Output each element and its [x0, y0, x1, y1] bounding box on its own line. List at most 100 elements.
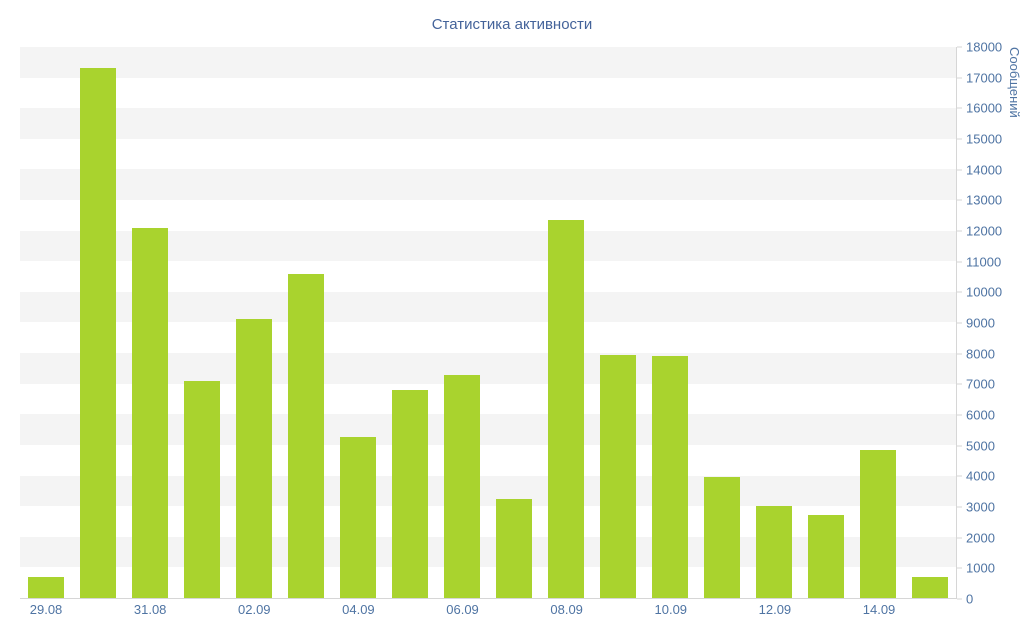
- bar-11[interactable]: [600, 354, 636, 598]
- bar-column-5: [280, 47, 332, 598]
- bar-7[interactable]: [392, 389, 428, 598]
- bar-series: [20, 47, 956, 598]
- x-tick-label: [697, 602, 749, 617]
- y-tick-label: 16000: [966, 100, 1003, 116]
- bar-14[interactable]: [756, 506, 792, 598]
- y-tick-label: 13000: [966, 192, 1003, 208]
- y-tick-mark: [957, 138, 962, 140]
- bar-column-9: [488, 47, 540, 598]
- bar-column-0: [20, 47, 72, 598]
- y-tick-mark: [957, 567, 962, 569]
- x-axis: 29.08 31.08 02.09 04.09 06.09 08.09 10.09 12.09…: [20, 602, 957, 617]
- y-axis: 0 1000 2000 3000 4000 5000 6000 7000 8000 9000 100…: [957, 40, 1012, 607]
- y-tick-label: 14000: [966, 162, 1003, 178]
- y-tick: 8000: [957, 346, 995, 361]
- y-tick: 4000: [957, 469, 995, 484]
- x-tick-label: 10.09: [654, 602, 688, 617]
- bar-5[interactable]: [288, 273, 324, 598]
- bar-column-13: [696, 47, 748, 598]
- bar-column-8: [436, 47, 488, 598]
- y-tick-mark: [957, 353, 962, 355]
- y-tick-label: 3000: [966, 499, 995, 515]
- chart-title: Статистика активности: [431, 16, 593, 33]
- bar-0[interactable]: [28, 576, 64, 598]
- bar-3[interactable]: [184, 380, 220, 598]
- bar-4[interactable]: [236, 319, 272, 598]
- y-tick-label: 8000: [966, 346, 995, 362]
- bar-8[interactable]: [444, 374, 480, 598]
- plot-band: [20, 475, 956, 507]
- y-tick-mark: [957, 537, 962, 539]
- bar-column-2: [124, 47, 176, 598]
- bar-6[interactable]: [340, 437, 376, 598]
- plot-band: [20, 414, 956, 445]
- y-tick-mark: [957, 261, 962, 263]
- bar-column-14: [748, 47, 800, 598]
- y-tick-mark: [957, 230, 962, 232]
- y-tick: 0: [957, 592, 973, 607]
- x-tick-label: [384, 602, 436, 617]
- y-tick-mark: [957, 506, 962, 508]
- plot-band: [20, 47, 956, 78]
- y-tick-label: 12000: [966, 223, 1003, 239]
- y-tick-mark: [957, 414, 962, 416]
- y-tick: 16000: [957, 101, 1002, 116]
- bar-column-4: [228, 47, 280, 598]
- y-tick-label: 7000: [966, 376, 995, 392]
- x-tick-label: 08.09: [550, 602, 583, 617]
- bar-15[interactable]: [808, 515, 844, 598]
- bar-column-10: [540, 47, 592, 598]
- y-tick-label: 5000: [966, 438, 995, 454]
- x-tick-label: 04.09: [342, 602, 375, 617]
- y-tick-label: 6000: [966, 407, 995, 423]
- x-tick-label: 31.08: [133, 602, 167, 617]
- y-tick: 1000: [957, 561, 995, 576]
- y-tick-label: 11000: [966, 254, 1002, 270]
- x-tick-label: [176, 602, 228, 617]
- bar-13[interactable]: [704, 477, 740, 598]
- bar-column-6: [332, 47, 384, 598]
- bar-column-3: [176, 47, 228, 598]
- bar-column-11: [592, 47, 644, 598]
- bar-12[interactable]: [652, 356, 688, 598]
- y-tick-label: 4000: [966, 468, 995, 484]
- plot-band: [20, 230, 956, 262]
- bar-1[interactable]: [80, 68, 116, 598]
- y-tick-mark: [957, 383, 962, 385]
- bar-2[interactable]: [132, 227, 168, 598]
- y-tick-mark: [957, 199, 962, 201]
- bar-9[interactable]: [496, 498, 532, 598]
- y-tick-label: 9000: [966, 315, 995, 331]
- y-tick-mark: [957, 107, 962, 109]
- y-tick: 3000: [957, 500, 995, 515]
- y-tick-label: 18000: [966, 39, 1003, 55]
- y-tick-label: 15000: [966, 131, 1003, 147]
- y-tick-mark: [957, 598, 962, 600]
- y-tick: 2000: [957, 530, 995, 545]
- y-tick-label: 17000: [966, 70, 1003, 86]
- y-tick-mark: [957, 77, 962, 79]
- y-tick-mark: [957, 445, 962, 447]
- y-tick: 14000: [957, 162, 1002, 177]
- x-tick-label: [72, 602, 124, 617]
- x-tick-label: 14.09: [862, 602, 896, 617]
- y-tick-label: 2000: [966, 530, 995, 546]
- y-tick-mark: [957, 291, 962, 293]
- x-tick-label: 06.09: [446, 602, 479, 617]
- plot-bands: [20, 47, 956, 598]
- y-tick-label: 10000: [966, 284, 1003, 300]
- bar-column-16: [852, 47, 904, 598]
- plot-band: [20, 169, 956, 201]
- y-tick: 9000: [957, 316, 995, 331]
- bar-10[interactable]: [548, 219, 584, 598]
- x-tick-label: 02.09: [238, 602, 271, 617]
- bar-column-17: [904, 47, 956, 598]
- y-tick: 12000: [957, 224, 1002, 239]
- y-tick: 11000: [957, 254, 1001, 269]
- y-tick: 7000: [957, 377, 995, 392]
- bar-16[interactable]: [860, 449, 896, 598]
- x-tick-label: [801, 602, 853, 617]
- y-tick: 18000: [957, 40, 1002, 55]
- bar-17[interactable]: [912, 576, 948, 598]
